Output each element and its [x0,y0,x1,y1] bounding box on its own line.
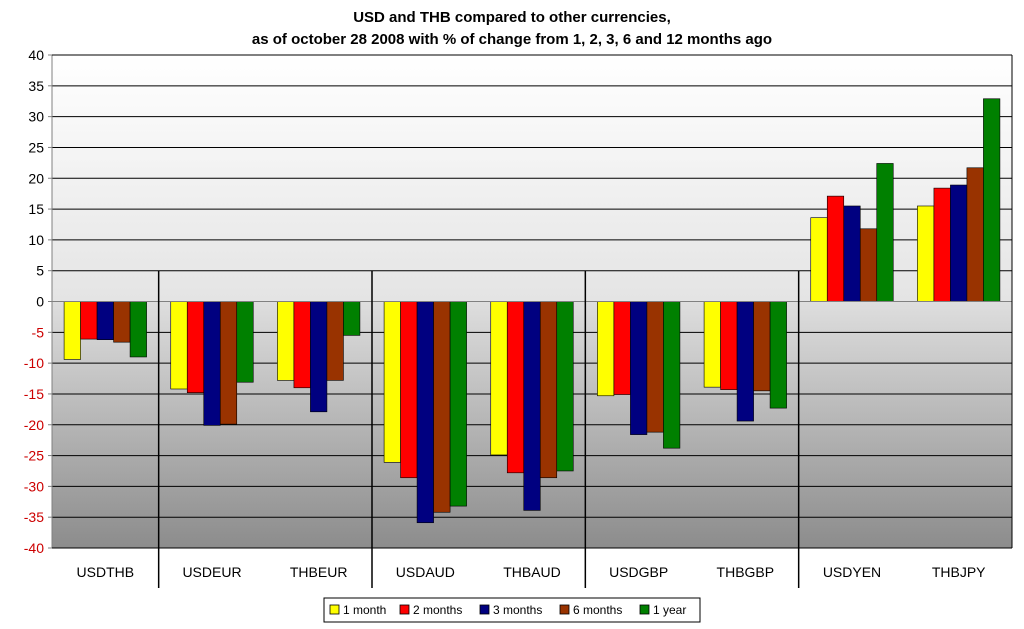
y-tick-label: 0 [36,294,44,310]
bar-usdthb-2-months [80,301,98,340]
legend-label: 6 months [573,603,622,617]
y-tick-label: 40 [28,47,44,63]
bar-usdeur-1-month [170,301,188,390]
bar-thbeur-6-months [326,301,344,381]
bar-usdyen-3-months [843,205,861,302]
bar-usdyen-1-year [876,163,894,302]
legend-swatch [399,604,410,615]
bar-usdaud-1-year [449,301,467,507]
bar-usdeur-3-months [203,301,221,426]
legend-box [323,597,701,623]
bar-thbjpy-6-months [966,167,984,302]
x-category-label: THBJPY [932,564,986,580]
bar-usdeur-6-months [219,301,238,425]
bar-thbeur-1-year [343,301,361,336]
legend-swatch [639,604,650,615]
y-tick-label: 35 [28,78,44,94]
legend-swatch [479,604,490,615]
bar-usdaud-6-months [433,301,451,513]
bar-thbgbp-2-months [720,301,738,390]
y-tick-label: -40 [24,540,44,556]
x-category-label: THBGBP [717,564,775,580]
bar-usdthb-6-months [113,301,131,343]
x-category-label: USDYEN [823,564,881,580]
bar-thbeur-3-months [310,301,328,413]
y-tick-label: -15 [24,386,44,402]
legend-label: 1 month [343,603,386,617]
bar-thbaud-1-year [556,301,574,472]
chart-title: USD and THB compared to other currencies… [252,9,772,48]
legend-label: 1 year [653,603,686,617]
legend-swatch [559,604,570,615]
bar-usdaud-3-months [416,301,434,524]
bar-usdaud-2-months [400,301,418,479]
y-tick-label: 25 [28,139,44,155]
bar-thbgbp-1-month [703,301,721,388]
x-category-label: THBEUR [290,564,348,580]
bar-thbaud-6-months [539,301,558,479]
bar-thbgbp-1-year [769,301,787,409]
bar-usdgbp-2-months [613,301,631,395]
legend-swatch [329,604,340,615]
bar-usdeur-1-year [236,301,254,383]
bar-usdgbp-3-months [630,301,648,435]
bar-usdgbp-6-months [646,301,664,433]
bar-usdyen-1-month [810,217,828,302]
y-tick-label: -5 [32,324,45,340]
bar-thbjpy-3-months [950,184,968,302]
legend-label: 3 months [493,603,542,617]
bar-thbgbp-3-months [736,301,754,422]
bar-thbaud-3-months [523,301,541,511]
x-category-label: USDAUD [396,564,455,580]
y-tick-label: -35 [24,509,44,525]
x-category-label: USDGBP [609,564,668,580]
x-category-label: THBAUD [503,564,561,580]
y-tick-label: -10 [24,355,44,371]
x-category-label: USDTHB [77,564,135,580]
y-tick-label: 30 [28,109,44,125]
bar-thbaud-2-months [506,301,525,474]
bar-thbeur-1-month [277,301,295,381]
y-tick-label: -30 [24,478,44,494]
legend-label: 2 months [413,603,462,617]
bar-usdeur-2-months [186,301,205,394]
legend: 1 month 2 months 3 months 6 months 1 year [323,597,701,623]
bar-thbaud-1-month [490,301,508,456]
chart-title-line-1: USD and THB compared to other currencies… [353,9,671,26]
bar-thbjpy-1-year [983,98,1001,302]
bar-usdgbp-1-year [663,301,681,449]
y-tick-label: -25 [24,448,44,464]
bar-usdthb-1-month [63,301,81,360]
bar-thbeur-2-months [293,301,311,389]
bar-usdyen-2-months [826,195,845,302]
bar-thbgbp-6-months [753,301,771,392]
bar-usdyen-6-months [859,228,878,302]
bar-usdthb-1-year [129,301,147,358]
bar-usdgbp-1-month [597,301,615,397]
x-category-label: USDEUR [182,564,241,580]
bar-usdthb-3-months [96,301,114,341]
bar-thbjpy-2-months [933,187,951,302]
chart-title-line-2: as of october 28 2008 with % of change f… [252,31,772,48]
y-tick-label: 10 [28,232,44,248]
bar-usdaud-1-month [383,301,401,463]
y-tick-label: 20 [28,170,44,186]
y-tick-label: -20 [24,417,44,433]
bar-thbjpy-1-month [917,205,935,302]
y-tick-label: 5 [36,263,44,279]
y-tick-label: 15 [28,201,44,217]
